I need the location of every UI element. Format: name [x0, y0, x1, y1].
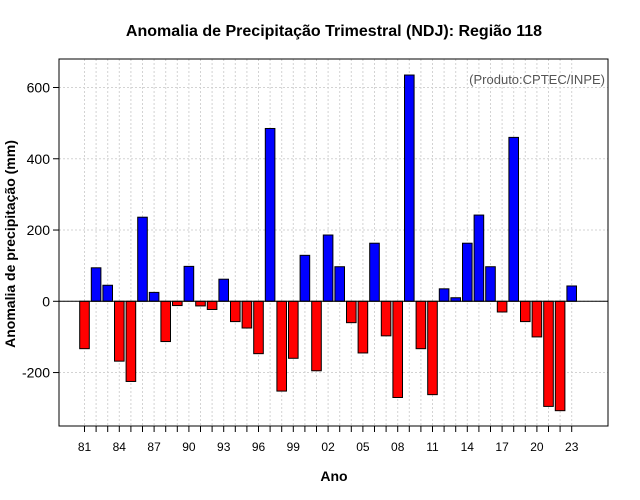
x-tick-label: 99 [287, 440, 301, 454]
bar [79, 300, 90, 350]
y-tick-label: 200 [27, 222, 51, 238]
x-tick-label: 11 [426, 440, 439, 454]
bar [90, 267, 102, 302]
y-axis-label: Anomalia de precipitação (mm) [2, 140, 18, 348]
bars [79, 74, 578, 412]
bar [531, 300, 543, 338]
bar [114, 300, 125, 362]
bar [485, 266, 496, 302]
x-axis-label: Ano [320, 468, 347, 484]
bar [322, 234, 334, 302]
x-tick-label: 84 [113, 440, 127, 454]
bar [554, 300, 566, 412]
bar [230, 300, 241, 323]
bar [415, 300, 427, 350]
bar [218, 278, 229, 302]
y-tick-label: -200 [22, 365, 50, 381]
bar [543, 300, 554, 407]
bar [276, 300, 287, 392]
x-tick-label: 17 [495, 440, 509, 454]
x-tick-label: 14 [461, 440, 475, 454]
bar [148, 291, 160, 302]
bar [346, 300, 357, 324]
x-tick-label: 87 [147, 440, 161, 454]
bar [241, 300, 253, 329]
x-tick-label: 96 [252, 440, 266, 454]
bar [160, 300, 171, 343]
bar [102, 284, 114, 302]
bar [520, 300, 531, 323]
bar [508, 136, 519, 302]
bar [137, 216, 148, 302]
y-tick-label: 600 [27, 80, 51, 96]
plot-frame [58, 58, 609, 427]
bar [496, 300, 508, 313]
y-tick-label: 400 [27, 151, 51, 167]
bar [357, 300, 369, 354]
bar [253, 300, 264, 355]
bar [380, 300, 392, 337]
bar [473, 214, 485, 302]
bar [427, 300, 438, 396]
bar [299, 254, 311, 302]
bar [438, 288, 450, 302]
bar [206, 300, 218, 310]
bar [334, 266, 345, 302]
bar [288, 300, 299, 359]
bar [264, 127, 276, 302]
credit-text: (Produto:CPTEC/INPE) [469, 72, 605, 87]
x-tick-label: 90 [182, 440, 196, 454]
chart-title: Anomalia de Precipitação Trimestral (NDJ… [126, 23, 542, 40]
bar [311, 300, 322, 372]
bar [195, 300, 206, 307]
x-tick-label: 23 [565, 440, 579, 454]
bar [172, 300, 183, 307]
x-tick-label: 08 [391, 440, 405, 454]
bar [125, 300, 137, 382]
y-tick-label: 0 [42, 293, 50, 309]
x-tick-label: 93 [217, 440, 231, 454]
bar [462, 242, 473, 302]
bar [392, 300, 403, 398]
y-axis: -200 0 200 400 600 [22, 80, 59, 381]
x-axis: 81 84 87 90 93 96 99 02 05 08 11 14 17 20 23 [78, 426, 579, 454]
x-tick-label: 05 [356, 440, 370, 454]
bar [450, 297, 461, 302]
bar [566, 285, 578, 302]
x-tick-label: 20 [530, 440, 544, 454]
x-tick-label: 02 [321, 440, 335, 454]
bar [404, 74, 415, 302]
bar [369, 242, 380, 302]
bar [183, 265, 195, 302]
x-tick-label: 81 [78, 440, 92, 454]
